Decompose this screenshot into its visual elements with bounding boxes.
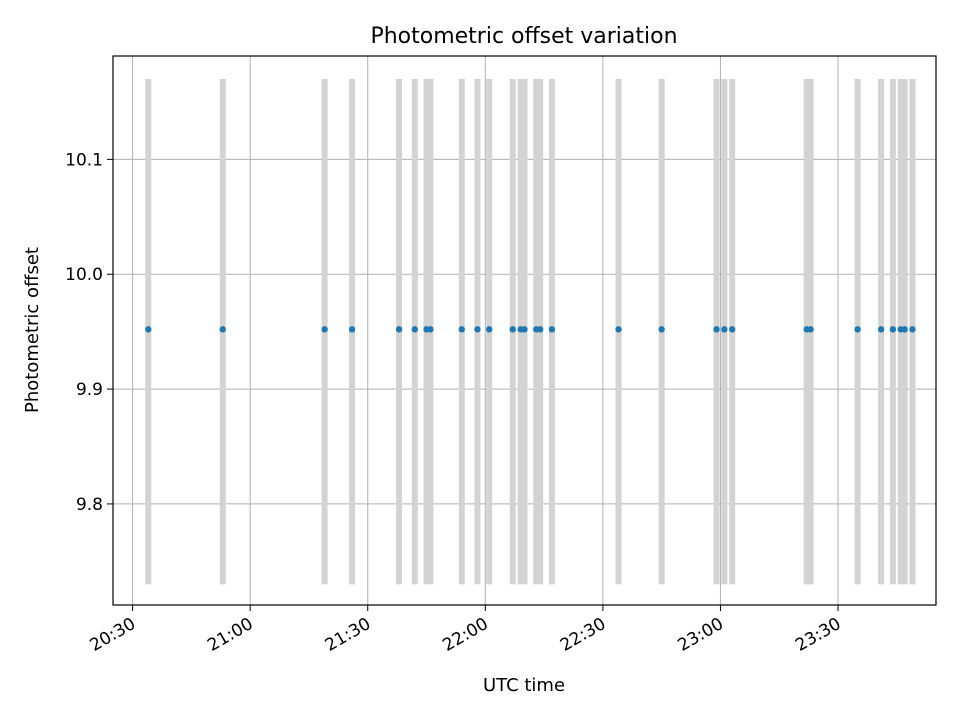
data-point xyxy=(411,326,418,333)
x-tick-label: 21:30 xyxy=(322,614,374,656)
data-point xyxy=(615,326,622,333)
data-point xyxy=(909,326,916,333)
data-point xyxy=(145,326,152,333)
data-point xyxy=(219,326,226,333)
data-point xyxy=(658,326,665,333)
data-point xyxy=(348,326,356,333)
data-point xyxy=(321,326,328,333)
data-point xyxy=(536,326,544,333)
data-point xyxy=(807,326,814,333)
data-point xyxy=(721,326,728,333)
data-point xyxy=(521,326,528,333)
data-point xyxy=(395,326,403,333)
data-point xyxy=(889,326,897,333)
data-point xyxy=(729,326,736,333)
plot-frame xyxy=(112,55,937,606)
range-bars xyxy=(145,78,916,585)
data-point xyxy=(854,326,861,333)
y-tick-label: 10.1 xyxy=(65,150,103,170)
data-points xyxy=(145,326,916,333)
x-axis-label: UTC time xyxy=(483,675,565,696)
y-tick-label: 9.8 xyxy=(76,495,103,515)
data-point xyxy=(427,326,434,333)
x-tick-label: 23:30 xyxy=(792,614,844,656)
x-tick-label: 22:00 xyxy=(439,614,491,656)
x-axis: 20:30 21:00 21:30 22:00 22:30 23:00 23:30 xyxy=(87,605,845,656)
y-tick-label: 10.0 xyxy=(65,265,103,285)
data-point xyxy=(486,326,493,333)
data-point xyxy=(458,326,465,333)
y-tick-label: 9.9 xyxy=(76,380,103,400)
x-tick-label: 21:00 xyxy=(204,614,256,656)
y-axis-label: Photometric offset xyxy=(22,247,43,413)
x-tick-label: 23:00 xyxy=(675,614,727,656)
x-tick-label: 22:30 xyxy=(557,614,609,656)
y-axis: 9.8 9.9 10.0 10.1 xyxy=(65,150,113,515)
data-point xyxy=(548,326,556,333)
data-point xyxy=(877,326,885,333)
data-point xyxy=(509,326,516,333)
x-tick-label: 20:30 xyxy=(87,614,139,656)
chart-title: Photometric offset variation xyxy=(370,24,677,49)
data-point xyxy=(901,326,908,333)
data-point xyxy=(713,326,720,333)
data-point xyxy=(474,326,481,333)
